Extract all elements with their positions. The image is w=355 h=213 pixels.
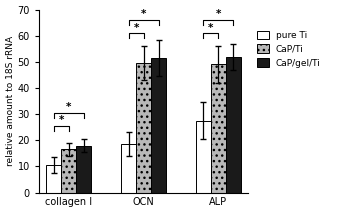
Bar — [211, 65, 226, 193]
Text: *: * — [59, 115, 64, 125]
Bar — [151, 58, 166, 193]
Legend: pure Ti, CaP/Ti, CaP/gel/Ti: pure Ti, CaP/Ti, CaP/gel/Ti — [255, 29, 323, 70]
Text: *: * — [208, 23, 214, 33]
Bar — [121, 144, 136, 193]
Text: *: * — [216, 10, 221, 20]
Bar — [46, 165, 61, 193]
Text: *: * — [133, 23, 139, 33]
Bar — [226, 57, 241, 193]
Bar — [136, 63, 151, 193]
Bar — [76, 145, 92, 193]
Bar — [61, 150, 76, 193]
Bar — [196, 121, 211, 193]
Y-axis label: relative amount to 18S rRNA: relative amount to 18S rRNA — [6, 36, 15, 166]
Text: *: * — [141, 10, 146, 20]
Text: *: * — [66, 102, 72, 112]
